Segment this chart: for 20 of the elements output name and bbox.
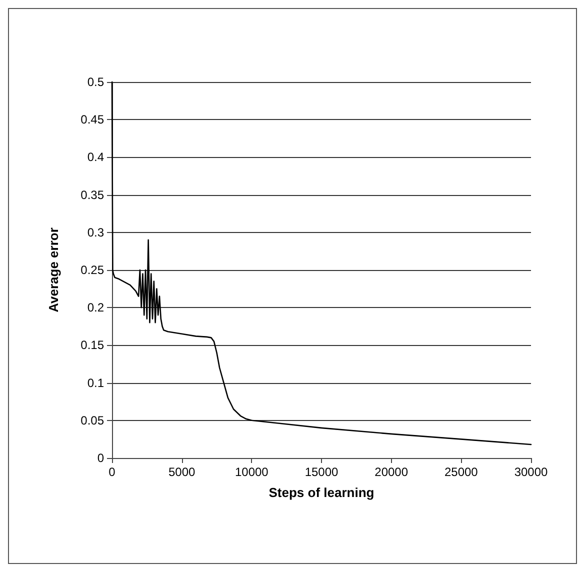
y-tick-label: 0.1 xyxy=(87,376,104,390)
y-axis-title: Average error xyxy=(46,228,61,312)
x-tick-label: 5000 xyxy=(168,465,196,479)
x-tick-label: 25000 xyxy=(444,465,478,479)
y-tick-label: 0.3 xyxy=(87,225,104,240)
y-tick-label: 0 xyxy=(97,451,104,465)
y-tick-label: 0.35 xyxy=(80,188,104,202)
y-tick-label: 0.4 xyxy=(87,150,104,164)
x-axis-title: Steps of learning xyxy=(268,485,374,500)
y-tick-label: 0.05 xyxy=(80,413,104,428)
x-tick-label: 15000 xyxy=(304,465,339,479)
y-tick-label: 0.15 xyxy=(80,338,104,352)
y-tick-label: 0.5 xyxy=(87,75,104,89)
x-tick-label: 0 xyxy=(108,465,116,479)
y-tick-label: 0.25 xyxy=(80,263,104,277)
x-tick-label: 10000 xyxy=(234,465,269,479)
y-tick-label: 0.2 xyxy=(87,300,104,315)
x-tick-label: 30000 xyxy=(514,465,548,479)
x-tick-label: 20000 xyxy=(374,465,408,479)
y-tick-label: 0.45 xyxy=(80,112,104,127)
